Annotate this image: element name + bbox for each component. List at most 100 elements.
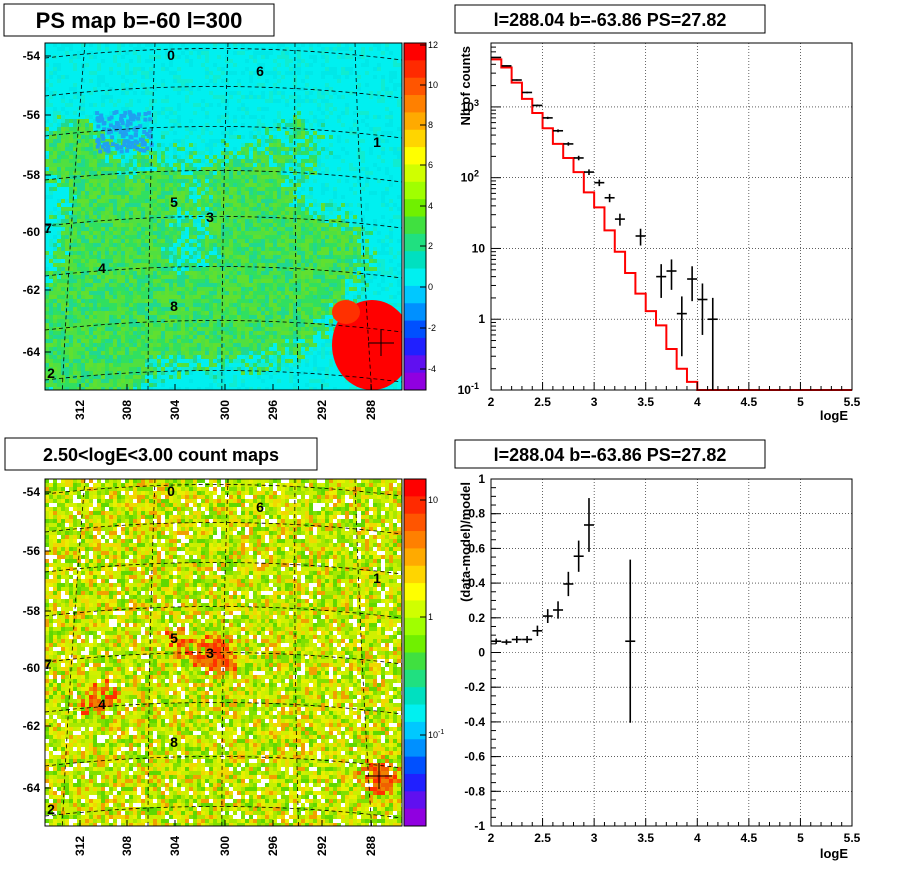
map-y-tick-label: -64 [23,781,41,795]
count-map-colorbar [403,478,427,827]
residuals-title: l=288.04 b=-63.86 PS=27.82 [494,445,727,465]
map-x-tick-label: 288 [364,836,378,856]
panel-residuals: l=288.04 b=-63.86 PS=27.82 2 2.5 3 3.5 4 4.5 5… [454,439,861,861]
spectrum-data-point [666,259,677,290]
residuals-y-tick-label: -0.8 [464,784,485,798]
spectrum-x-tick-label: 5.5 [844,395,861,409]
colorbar-tick-label: -2 [428,323,436,333]
model-histogram [491,58,852,391]
residual-data-point [542,609,553,624]
map-y-tick-label: -58 [23,604,41,618]
source-label-7: 7 [44,656,52,672]
spectrum-frame [490,42,853,391]
residuals-x-tick-label: 2.5 [534,831,551,845]
ps-map-image [45,43,402,390]
residual-data-point [501,639,512,645]
count-map-title: 2.50<logE<3.00 count maps [43,445,279,465]
map-y-tick-label: -64 [23,345,41,359]
ps-map-title-box [3,3,275,37]
spectrum-data-point [583,169,594,176]
colorbar-tick-label: 0 [428,282,433,292]
colorbar-tick-label: 10 [428,80,438,90]
spectrum-data-point [573,155,584,161]
map-y-tick-label: -56 [23,544,41,558]
colorbar-tick-label: 6 [428,160,433,170]
residual-data-point [563,571,574,597]
residual-data-point [511,636,522,643]
residual-data-point [532,625,543,637]
map-x-tick-label: 308 [120,400,134,420]
source-label-5: 5 [170,630,178,646]
residuals-y-tick-label: -0.4 [464,715,485,729]
map-x-tick-label: 304 [168,400,182,420]
residuals-y-tick-label: 1 [478,472,485,486]
source-label-2: 2 [47,365,55,381]
ps-map-frame [44,42,403,391]
source-label-3: 3 [206,645,214,661]
source-label-4: 4 [98,260,106,276]
residual-data-point [573,540,584,572]
spectrum-data-point [635,228,646,246]
spectrum-x-tick-label: 3 [591,395,598,409]
spectrum-data-point [594,179,605,187]
map-x-tick-label: 296 [266,400,280,420]
residuals-y-tick-label: 0.4 [468,576,485,590]
residuals-x-tick-label: 2 [488,831,495,845]
spectrum-y-tick-label: 102 [461,169,479,185]
map-y-tick-label: -54 [23,49,41,63]
map-x-tick-label: 312 [73,400,87,420]
residual-data-point [583,498,594,552]
map-y-tick-label: -60 [23,661,41,675]
spectrum-data-point [604,193,615,203]
map-y-tick-label: -62 [23,719,41,733]
ps-map-title: PS map b=-60 l=300 [36,8,243,33]
map-y-tick-label: -54 [23,485,41,499]
map-x-tick-label: 308 [120,836,134,856]
spectrum-x-tick-label: 2.5 [534,395,551,409]
residuals-y-tick-label: 0 [478,646,485,660]
source-label-0: 0 [167,483,175,499]
source-cross-marker-2 [366,763,392,789]
source-label-8: 8 [170,734,178,750]
source-label-1: 1 [373,570,381,586]
spectrum-data-point [697,283,708,335]
residuals-y-tick-label: 0.6 [468,541,485,555]
source-label-6: 6 [256,499,264,515]
residuals-x-tick-label: 3.5 [637,831,654,845]
spectrum-data-point [501,65,512,67]
spectrum-title-box [454,4,766,34]
map-y-tick-label: -62 [23,283,41,297]
source-label-0: 0 [167,47,175,63]
spectrum-x-tick-label: 5 [797,395,804,409]
spectrum-data-point [707,297,718,390]
panel-spectrum: l=288.04 b=-63.86 PS=27.82 2 2.5 3 3.5 4 4.5 5… [454,4,861,423]
spectrum-data-point [563,142,574,146]
map-y-tick-label: -60 [23,225,41,239]
map-x-tick-label: 304 [168,836,182,856]
spectrum-data-point [687,266,698,302]
residuals-y-tick-label: 0.8 [468,507,485,521]
source-label-7: 7 [44,220,52,236]
residuals-y-tick-label: -0.6 [464,750,485,764]
source-label-2: 2 [47,801,55,817]
residuals-y-tick-label: -1 [474,819,485,833]
source-label-3: 3 [206,209,214,225]
map-x-tick-label: 288 [364,400,378,420]
spectrum-y-tick-label: 1 [478,312,485,326]
residuals-ylabel: (data-model)/model [458,482,473,602]
colorbar-tick-label: 12 [428,40,438,50]
residuals-x-tick-label: 4.5 [741,831,758,845]
map-x-tick-label: 292 [315,836,329,856]
residuals-x-tick-label: 5.5 [844,831,861,845]
residuals-xlabel: logE [820,846,848,861]
residual-data-point [625,559,636,723]
spectrum-y-tick-label: 10 [472,241,486,255]
panel-ps-map: PS map b=-60 l=300 -54-56-58-60-62-64312… [3,3,438,420]
map-y-tick-label: -56 [23,108,41,122]
spectrum-data-point [511,79,522,81]
count-map-image [45,479,402,826]
panel-count-map: 2.50<logE<3.00 count maps -54 -56 -58 -60 -6… [4,437,444,856]
spectrum-ylabel: Nb of counts [458,46,473,125]
colorbar-tick-label: 4 [428,201,433,211]
